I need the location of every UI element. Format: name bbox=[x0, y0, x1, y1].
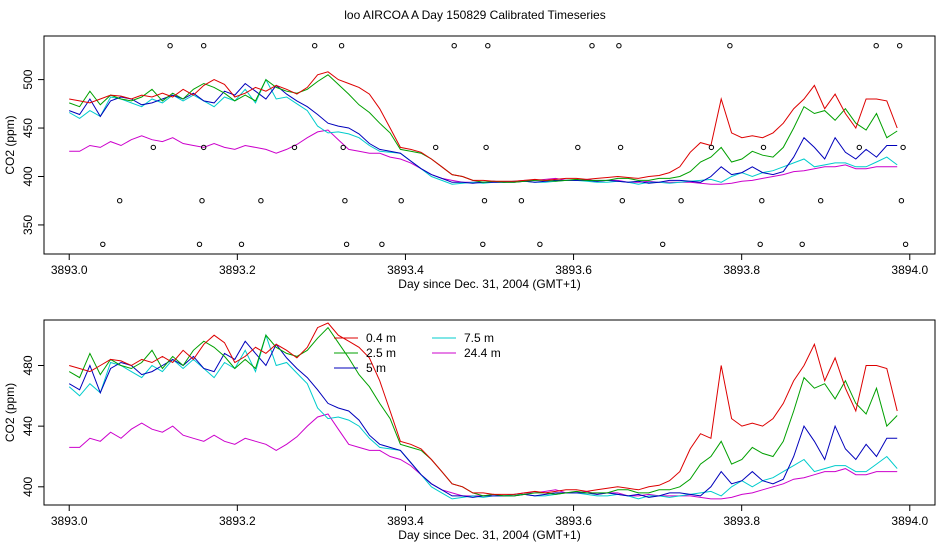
data-point bbox=[342, 198, 348, 204]
series-line-0-4-m bbox=[69, 322, 898, 495]
data-point bbox=[818, 198, 824, 204]
data-point bbox=[799, 241, 805, 248]
data-point bbox=[760, 144, 767, 151]
data-point bbox=[619, 198, 625, 204]
x-tick-label: 3894.0 bbox=[891, 263, 928, 277]
data-point bbox=[678, 198, 684, 204]
series-line-5-m bbox=[68, 340, 898, 498]
data-point bbox=[902, 241, 909, 248]
data-point bbox=[343, 241, 350, 248]
x-tick-label: 3893.8 bbox=[723, 514, 760, 528]
data-point bbox=[617, 144, 624, 151]
chart-panel-2: 3893.0 3893.2 3893.4 3893.6 3893.8 3894.0 400 4… bbox=[3, 319, 936, 542]
x-axis-label: Day since Dec. 31, 2004 (GMT+1) bbox=[398, 528, 580, 542]
data-point bbox=[900, 144, 906, 151]
legend-label: 5 m bbox=[366, 361, 386, 375]
y-tick-label: 480 bbox=[21, 355, 35, 375]
data-point bbox=[575, 144, 581, 151]
x-tick-label: 3893.8 bbox=[723, 263, 760, 277]
x-tick-label: 3893.4 bbox=[387, 263, 424, 277]
x-tick-label: 3893.2 bbox=[219, 514, 256, 528]
data-point bbox=[873, 43, 879, 49]
data-point bbox=[660, 241, 666, 248]
y-tick-label: 450 bbox=[21, 118, 35, 138]
data-point bbox=[537, 241, 543, 248]
y-tick-label: 440 bbox=[21, 416, 35, 436]
series-line-2-5-m bbox=[69, 74, 898, 183]
data-point bbox=[340, 144, 346, 151]
data-point bbox=[238, 241, 245, 248]
data-point bbox=[451, 43, 457, 49]
data-point bbox=[757, 241, 763, 248]
x-tick-label: 3893.2 bbox=[219, 263, 256, 277]
data-point bbox=[150, 144, 157, 151]
data-point bbox=[481, 198, 488, 204]
x-axis-label: Day since Dec. 31, 2004 (GMT+1) bbox=[398, 277, 580, 291]
data-point bbox=[398, 198, 404, 204]
plot-frame bbox=[43, 319, 936, 506]
data-point bbox=[589, 43, 595, 49]
series-line-7-5-m bbox=[68, 78, 898, 185]
y-tick-label: 400 bbox=[21, 166, 35, 186]
x-tick-label: 3893.0 bbox=[51, 514, 88, 528]
plot-frame bbox=[43, 35, 936, 255]
data-point bbox=[291, 144, 298, 151]
legend-label: 0.4 m bbox=[366, 331, 396, 345]
data-point bbox=[518, 198, 525, 204]
y-tick-label: 400 bbox=[21, 476, 35, 496]
y-axis-label: CO2 (ppm) bbox=[3, 383, 17, 442]
data-point bbox=[480, 241, 486, 248]
legend-label: 24.4 m bbox=[464, 346, 501, 360]
series-line-7-5-m bbox=[68, 333, 898, 500]
data-point bbox=[196, 241, 203, 248]
data-point bbox=[312, 43, 318, 49]
x-tick-label: 3894.0 bbox=[891, 514, 928, 528]
data-point bbox=[199, 198, 205, 204]
data-point bbox=[201, 144, 207, 151]
legend-label: 7.5 m bbox=[464, 331, 494, 345]
y-tick-label: 500 bbox=[21, 69, 35, 89]
series-line-0-4-m bbox=[69, 71, 898, 182]
x-tick-label: 3893.6 bbox=[555, 514, 592, 528]
x-tick-label: 3893.6 bbox=[555, 263, 592, 277]
data-point bbox=[727, 43, 733, 49]
data-point bbox=[338, 43, 345, 49]
x-tick-label: 3893.4 bbox=[387, 514, 424, 528]
data-point bbox=[433, 144, 439, 151]
data-point bbox=[708, 144, 715, 151]
data-point bbox=[258, 198, 264, 204]
data-point bbox=[897, 43, 903, 49]
chart-panel-1: 3893.0 3893.2 3893.4 3893.6 3893.8 3894.0 350 4… bbox=[3, 35, 936, 291]
data-point bbox=[117, 198, 123, 204]
data-point bbox=[759, 198, 765, 204]
data-point bbox=[483, 144, 489, 151]
series-line-2-5-m bbox=[68, 326, 898, 497]
data-point bbox=[616, 43, 622, 49]
data-point bbox=[100, 241, 106, 248]
legend-label: 2.5 m bbox=[366, 346, 396, 360]
data-point bbox=[167, 43, 173, 49]
data-point bbox=[201, 43, 207, 49]
y-tick-label: 350 bbox=[21, 215, 35, 235]
data-point bbox=[856, 144, 862, 151]
chart-title: loo AIRCOA A Day 150829 Calibrated Times… bbox=[344, 8, 605, 22]
y-axis-label: CO2 (ppm) bbox=[3, 115, 17, 174]
x-tick-label: 3893.0 bbox=[51, 263, 88, 277]
data-point bbox=[379, 241, 385, 248]
data-point bbox=[898, 198, 905, 204]
data-point bbox=[485, 43, 491, 49]
